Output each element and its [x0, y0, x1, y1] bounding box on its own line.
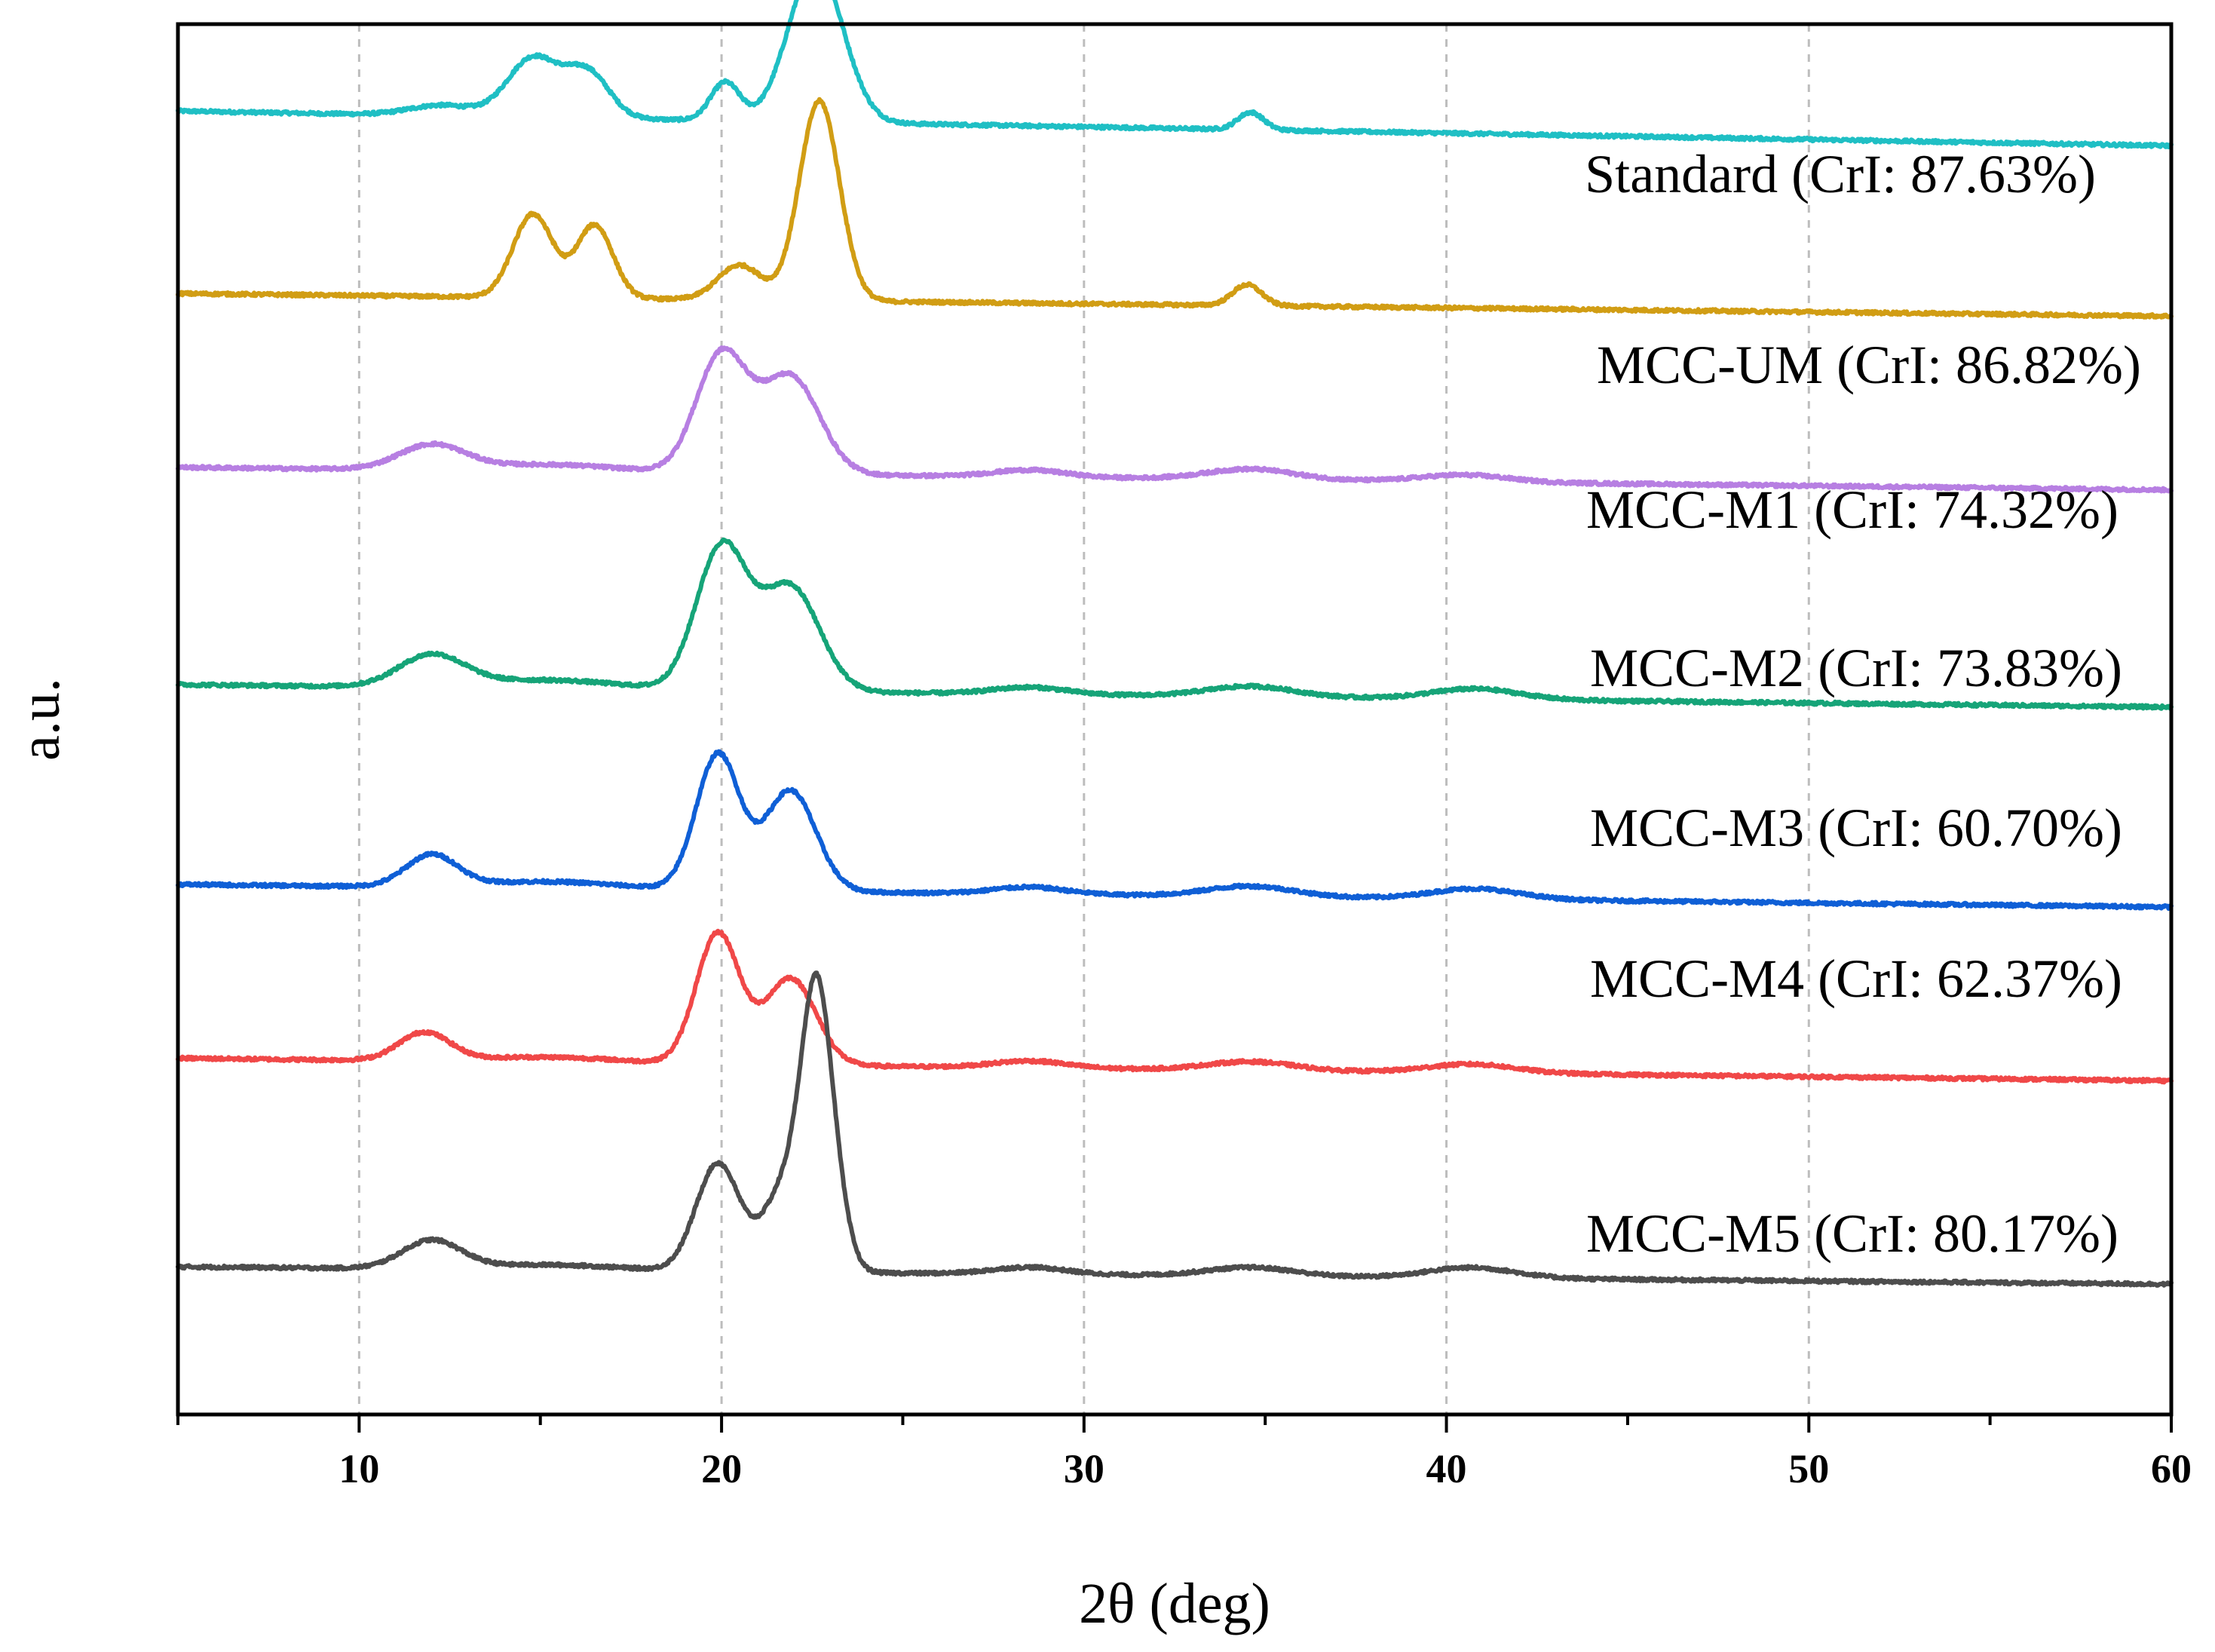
series-line-mcc-m1 — [176, 345, 2174, 494]
series-label-mcc-m3: MCC-M3 (CrI: 60.70%) — [1590, 798, 2122, 858]
series-labels: Standard (CrI: 87.63%) MCC-UM (CrI: 86.82… — [1585, 144, 2141, 1264]
series-line-mcc-m5 — [176, 970, 2174, 1288]
series-label-mcc-m5: MCC-M5 (CrI: 80.17%) — [1586, 1203, 2118, 1264]
series-line-mcc-m4 — [176, 928, 2174, 1085]
x-tick-label-50: 50 — [1788, 1446, 1829, 1491]
x-tick-label-60: 60 — [2151, 1446, 2192, 1491]
x-tick-label-40: 40 — [1426, 1446, 1467, 1491]
grid-lines — [357, 24, 1810, 1414]
series-label-mcc-m4: MCC-M4 (CrI: 62.37%) — [1590, 949, 2122, 1009]
series-line-mcc-m2 — [176, 537, 2174, 711]
series-label-mcc-m1: MCC-M1 (CrI: 74.32%) — [1586, 480, 2118, 540]
x-tick-label-30: 30 — [1064, 1446, 1104, 1491]
series-label-mcc-um: MCC-UM (CrI: 86.82%) — [1597, 335, 2141, 395]
x-tick-label-10: 10 — [339, 1446, 379, 1491]
series-line-mcc-m3 — [176, 749, 2174, 911]
x-axis-title: 2θ (deg) — [1079, 1572, 1270, 1635]
series-lines — [176, 0, 2174, 1288]
series-line-standard — [176, 0, 2174, 150]
y-axis-title: a.u. — [8, 678, 72, 761]
series-line-mcc-um — [176, 97, 2174, 320]
series-label-standard: Standard (CrI: 87.63%) — [1585, 144, 2096, 204]
plot-frame — [176, 22, 2174, 1417]
x-tick-label-20: 20 — [701, 1446, 742, 1491]
x-axis-ticks: 10 20 30 40 50 60 — [176, 1414, 2192, 1491]
series-label-mcc-m2: MCC-M2 (CrI: 73.83%) — [1590, 638, 2122, 698]
